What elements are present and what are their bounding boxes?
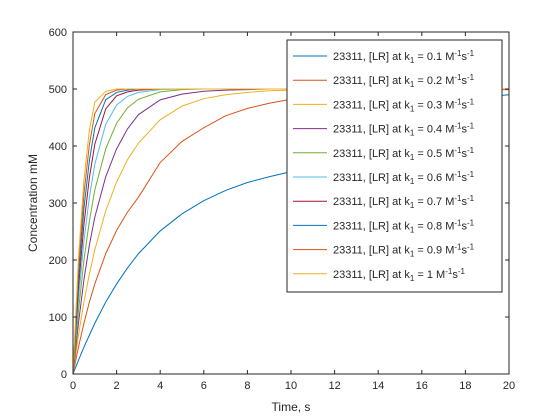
legend-entry-6: 23311, [LR] at k1 = 0.6 M-1s-1 — [333, 170, 475, 186]
x-tick-label: 14 — [372, 380, 384, 392]
y-tick-label: 600 — [49, 27, 67, 39]
legend: 23311, [LR] at k1 = 0.1 M-1s-1 23311, [LR… — [286, 39, 503, 293]
x-tick-label: 12 — [328, 380, 340, 392]
x-tick-label: 4 — [157, 380, 163, 392]
x-tick-label: 8 — [244, 380, 250, 392]
legend-entry-10: 23311, [LR] at k1 = 1 M-1s-1 — [333, 267, 465, 283]
legend-entry-1: 23311, [LR] at k1 = 0.1 M-1s-1 — [333, 49, 475, 65]
legend-entry-5: 23311, [LR] at k1 = 0.5 M-1s-1 — [333, 146, 475, 162]
x-axis-label: Time, s — [272, 400, 311, 414]
legend-entry-8: 23311, [LR] at k1 = 0.8 M-1s-1 — [333, 218, 475, 234]
legend-entry-9: 23311, [LR] at k1 = 0.9 M-1s-1 — [333, 243, 475, 259]
y-tick-label: 0 — [61, 369, 67, 381]
x-tick-label: 20 — [503, 380, 515, 392]
legend-entry-2: 23311, [LR] at k1 = 0.2 M-1s-1 — [333, 73, 475, 89]
legend-entry-4: 23311, [LR] at k1 = 0.4 M-1s-1 — [333, 122, 475, 138]
x-tick-label: 16 — [416, 380, 428, 392]
x-tick-label: 2 — [114, 380, 120, 392]
x-tick-label: 18 — [459, 380, 471, 392]
y-tick-label: 500 — [49, 84, 67, 96]
y-tick-label: 200 — [49, 255, 67, 267]
y-tick-label: 100 — [49, 312, 67, 324]
legend-entry-3: 23311, [LR] at k1 = 0.3 M-1s-1 — [333, 97, 475, 113]
legend-entry-7: 23311, [LR] at k1 = 0.7 M-1s-1 — [333, 194, 475, 210]
x-tick-label: 6 — [201, 380, 207, 392]
y-axis-label: Concentration mM — [26, 154, 40, 252]
y-tick-label: 300 — [49, 198, 67, 210]
y-tick-label: 400 — [49, 141, 67, 153]
x-tick-label: 0 — [70, 380, 76, 392]
axes — [72, 31, 510, 375]
x-tick-label: 10 — [285, 380, 297, 392]
